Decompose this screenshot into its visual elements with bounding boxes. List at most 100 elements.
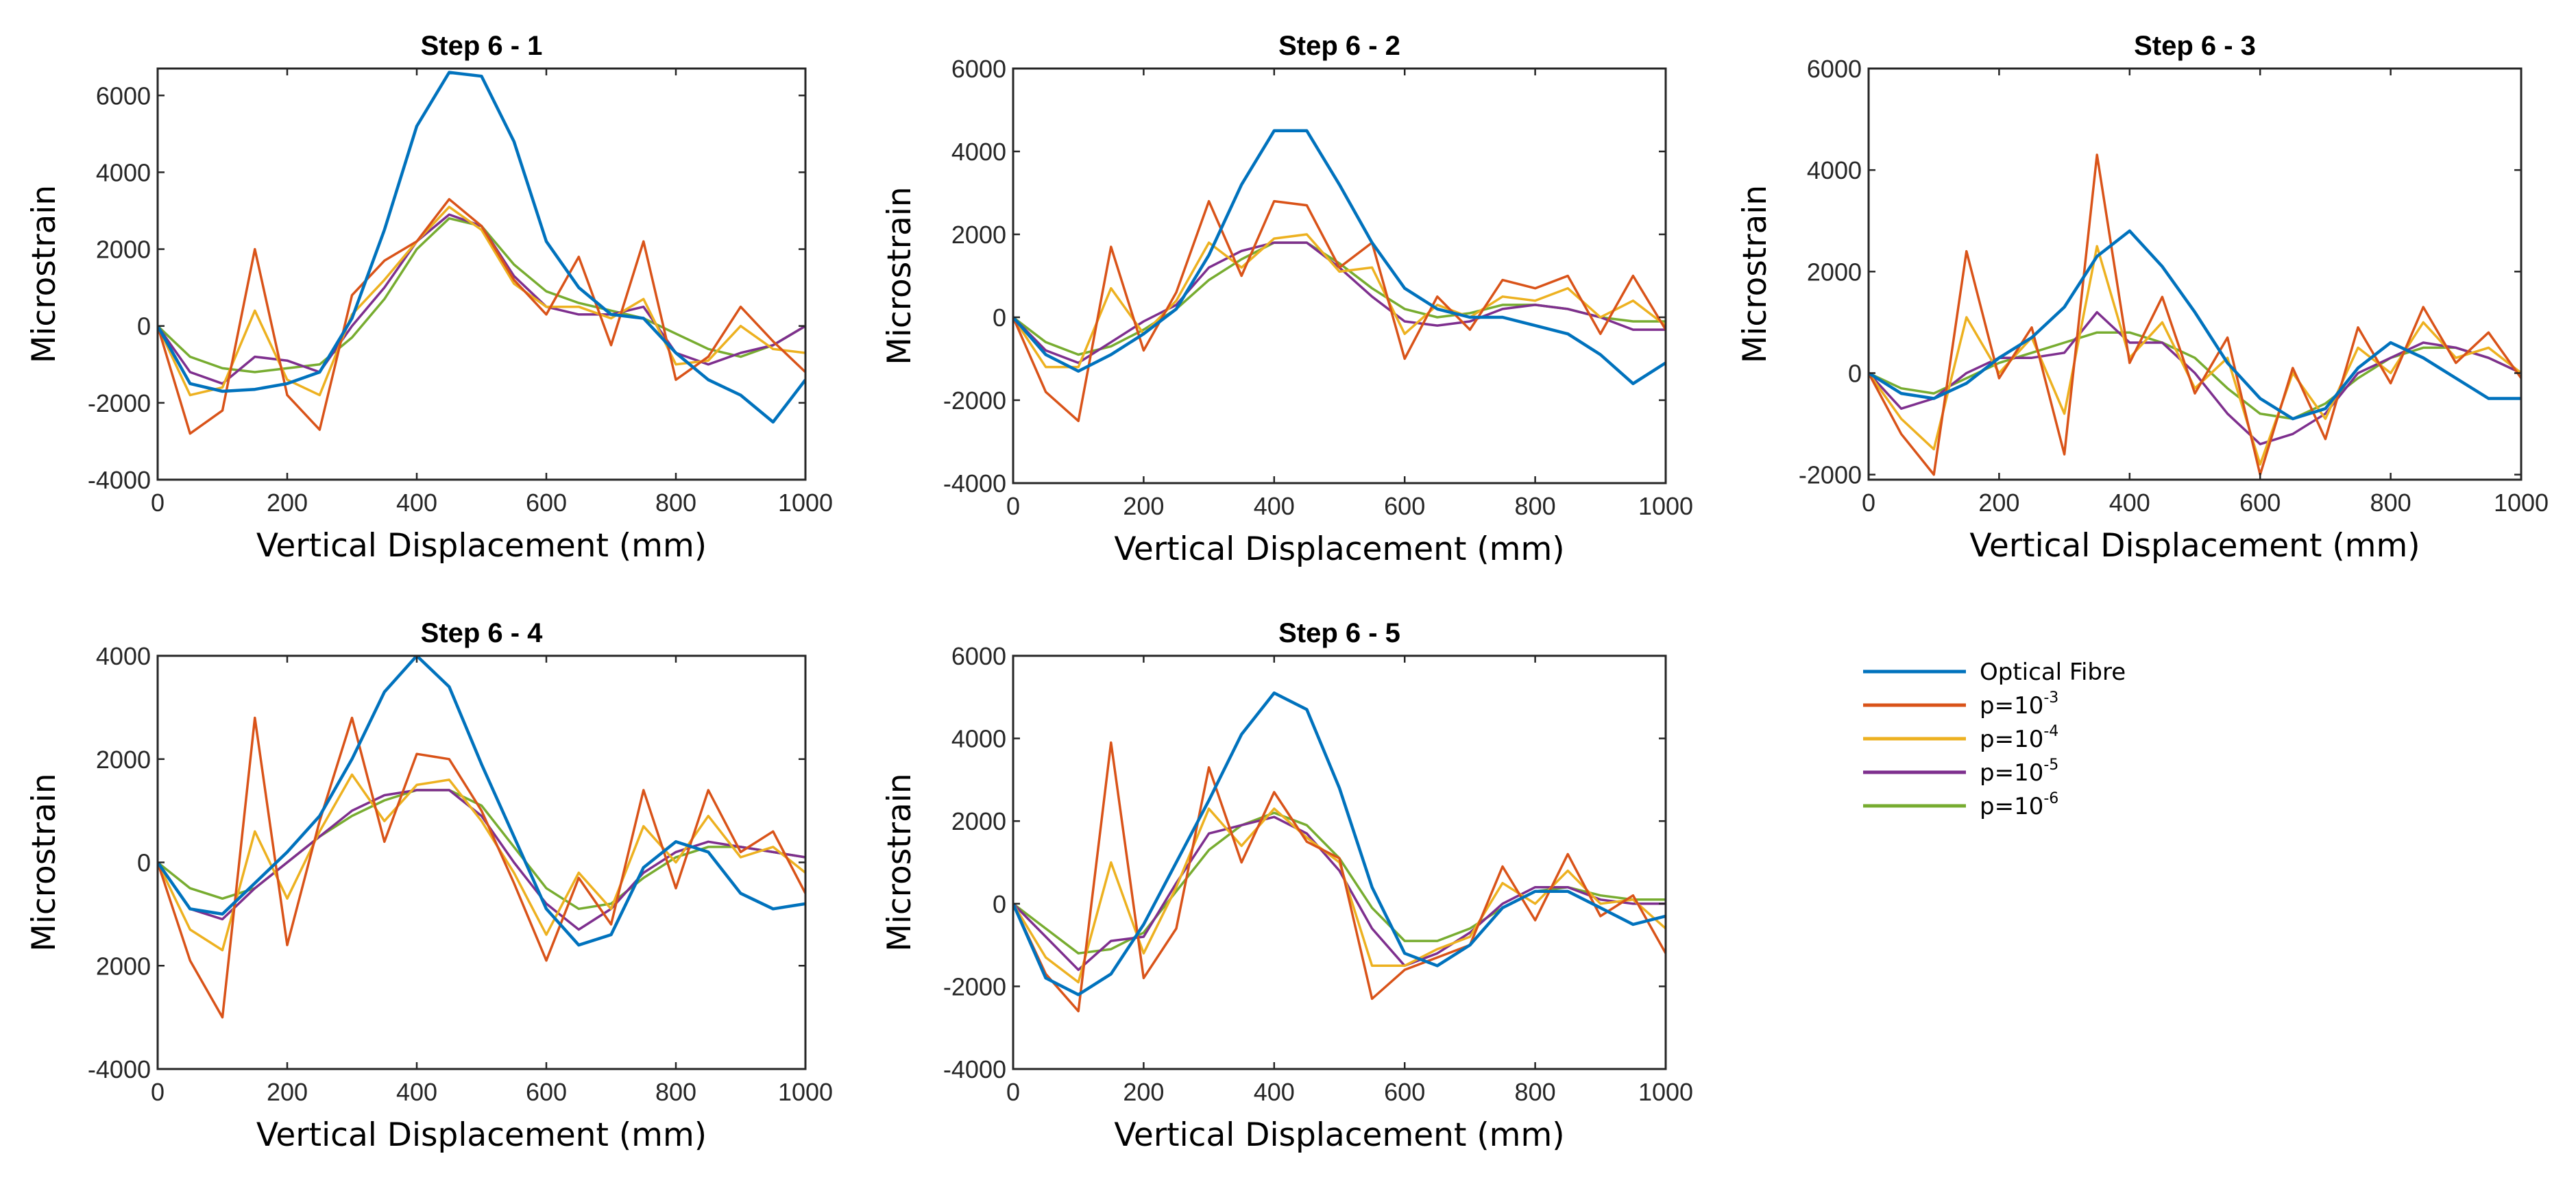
legend-item-p6: p=10-6 xyxy=(1863,790,2058,820)
x-tick-label: 200 xyxy=(267,489,308,517)
x-tick-label: 200 xyxy=(1978,489,2019,517)
y-axis-label: Microstrain xyxy=(25,185,63,363)
x-tick-label: 600 xyxy=(526,489,567,517)
y-tick-label: -4000 xyxy=(943,1055,1006,1083)
series-line-p6 xyxy=(1013,811,1666,955)
series-group xyxy=(1013,129,1666,423)
chart-title: Step 6 - 2 xyxy=(1278,31,1400,61)
y-tick-label: 4000 xyxy=(1807,156,1862,184)
series-line-p5 xyxy=(158,789,805,931)
series-line-optical xyxy=(1869,229,2521,421)
x-tick-label: 0 xyxy=(1862,489,1875,517)
chart-title: Step 6 - 5 xyxy=(1278,618,1400,648)
legend-item-p3: p=10-3 xyxy=(1863,689,2058,720)
series-line-optical xyxy=(158,656,805,947)
y-tick-label: 4000 xyxy=(96,158,151,186)
series-line-optical xyxy=(1013,691,1666,996)
x-tick-label: 600 xyxy=(1384,492,1425,520)
series-group xyxy=(158,71,805,435)
x-tick-label: 0 xyxy=(1006,492,1020,520)
chart-title: Step 6 - 1 xyxy=(421,31,543,61)
y-tick-label: -2000 xyxy=(943,972,1006,1000)
axes-box xyxy=(156,67,807,481)
legend-label: p=10-6 xyxy=(1980,790,2058,820)
y-tick-label: -2000 xyxy=(88,389,151,417)
x-tick-label: 600 xyxy=(2239,489,2281,517)
x-axis-label: Vertical Displacement (mm) xyxy=(256,527,707,565)
y-tick-label: 2000 xyxy=(96,236,151,264)
x-tick-label: 1000 xyxy=(1638,492,1693,520)
x-tick-label: 0 xyxy=(1006,1078,1020,1106)
x-tick-label: 400 xyxy=(396,489,437,517)
x-tick-label: 0 xyxy=(151,1078,165,1106)
series-line-p6 xyxy=(158,217,805,373)
x-tick-label: 400 xyxy=(1254,492,1295,520)
legend-item-p4: p=10-4 xyxy=(1863,723,2058,753)
series-line-p3 xyxy=(1013,199,1666,423)
series-line-p3 xyxy=(158,716,805,1019)
chart-title: Step 6 - 4 xyxy=(421,618,544,648)
chart-panel-3: Step 6 - 30 200 400 600 800 1000-200002000400… xyxy=(1736,31,2549,565)
y-tick-label: 2000 xyxy=(96,746,151,774)
chart-panel-5: Step 6 - 5 0 200 400 600 800 1000 -4000 -2000 0 20… xyxy=(881,618,1693,1154)
x-tick-label: 0 xyxy=(151,489,165,517)
y-tick-label: 6000 xyxy=(951,642,1006,670)
x-tick-label: 1000 xyxy=(2494,489,2549,517)
x-tick-label: 600 xyxy=(1384,1078,1425,1106)
x-tick-label: 400 xyxy=(396,1078,437,1106)
series-line-p4 xyxy=(158,773,805,952)
y-tick-label: 0 xyxy=(993,304,1006,332)
x-tick-label: 800 xyxy=(1515,1078,1556,1106)
series-line-p5 xyxy=(1869,310,2521,445)
x-tick-label: 400 xyxy=(2109,489,2150,517)
series-line-p5 xyxy=(1013,815,1666,972)
legend-label: p=10-4 xyxy=(1980,723,2058,753)
legend: Optical Fibre p=10-3p=10-4 p=10-5p=10-6 xyxy=(1863,659,2126,820)
x-tick-label: 200 xyxy=(267,1078,308,1106)
series-line-optical xyxy=(1013,129,1666,386)
series-line-p3 xyxy=(158,197,805,435)
x-tick-label: 1000 xyxy=(778,1078,833,1106)
y-tick-label: 0 xyxy=(137,312,151,341)
x-axis-label: Vertical Displacement (mm) xyxy=(256,1116,707,1154)
y-tick-label: 4000 xyxy=(96,642,151,670)
x-tick-label: 800 xyxy=(2370,489,2411,517)
x-tick-label: 1000 xyxy=(778,489,833,517)
x-tick-label: 200 xyxy=(1123,1078,1164,1106)
series-line-p5 xyxy=(1013,241,1666,365)
y-tick-label: 6000 xyxy=(96,82,151,110)
legend-item-optical: Optical Fibre xyxy=(1863,659,2126,686)
x-tick-label: 400 xyxy=(1254,1078,1295,1106)
y-tick-label: 6000 xyxy=(1807,55,1862,83)
series-line-p6 xyxy=(1013,241,1666,356)
axes-box xyxy=(1867,67,2523,481)
series-group xyxy=(1869,153,2521,476)
series-line-p5 xyxy=(158,213,805,385)
x-tick-label: 600 xyxy=(526,1078,567,1106)
series-line-p4 xyxy=(158,206,805,397)
legend-label: p=10-5 xyxy=(1980,757,2058,787)
y-axis-label: Microstrain xyxy=(881,773,919,951)
y-axis-label: Microstrain xyxy=(881,186,919,365)
y-tick-label: -4000 xyxy=(943,469,1006,497)
legend-label: Optical Fibre xyxy=(1980,659,2126,686)
legend-item-p5: p=10-5 xyxy=(1863,757,2058,787)
y-tick-label: 2000 xyxy=(1807,258,1862,286)
y-tick-label: 0 xyxy=(993,890,1006,918)
x-tick-label: 800 xyxy=(1515,492,1556,520)
series-group xyxy=(158,656,805,1019)
y-tick-label: 4000 xyxy=(951,725,1006,753)
y-tick-label: 2000 xyxy=(96,952,151,980)
x-axis-label: Vertical Displacement (mm) xyxy=(1969,527,2420,565)
chart-title: Step 6 - 3 xyxy=(2134,31,2256,61)
series-group xyxy=(1013,691,1666,1013)
series-line-p3 xyxy=(1013,741,1666,1013)
y-tick-label: 6000 xyxy=(951,55,1006,83)
x-axis-label: Vertical Displacement (mm) xyxy=(1114,1116,1564,1154)
chart-panel-4: Step 6 - 4 0 200 400 600 800 1000 -4000 2000 0 200… xyxy=(25,618,833,1154)
x-axis-label: Vertical Displacement (mm) xyxy=(1114,530,1564,568)
x-tick-label: 800 xyxy=(655,1078,696,1106)
x-tick-label: 1000 xyxy=(1638,1078,1693,1106)
series-line-p4 xyxy=(1869,245,2521,466)
x-tick-label: 200 xyxy=(1123,492,1164,520)
